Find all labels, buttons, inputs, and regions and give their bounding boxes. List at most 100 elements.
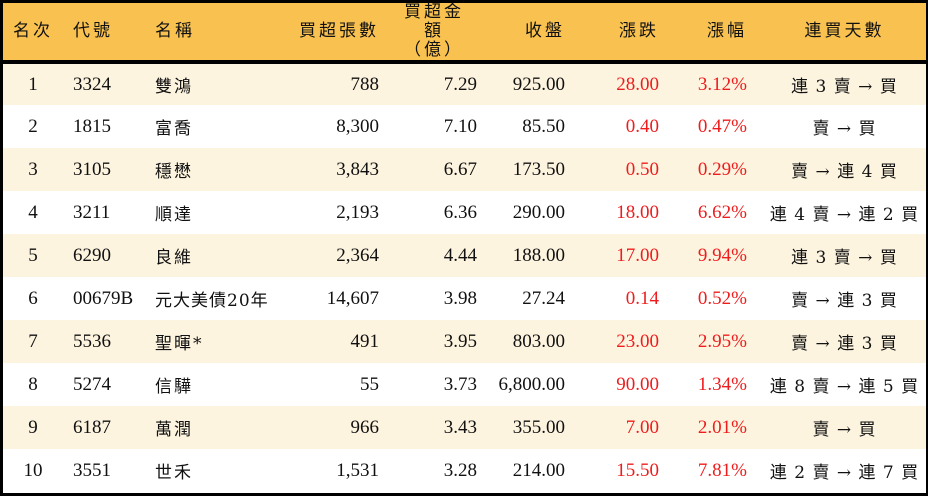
consecutive-days-cell: 賣 → 買 bbox=[812, 119, 877, 139]
code-cell: 6290 bbox=[73, 244, 111, 266]
change-cell: 18.00 bbox=[616, 201, 659, 223]
name-cell: 元大美債20年 bbox=[155, 291, 269, 311]
change-pct-cell: 0.29% bbox=[697, 158, 747, 180]
code-cell: 3105 bbox=[73, 158, 111, 180]
net-buy-amount-cell: 3.98 bbox=[443, 287, 477, 309]
code-cell: 1815 bbox=[73, 115, 111, 137]
change-cell: 7.00 bbox=[625, 416, 659, 438]
net-buy-lots-cell: 3,843 bbox=[336, 158, 379, 180]
net-buy-lots-cell: 55 bbox=[360, 373, 379, 395]
net-buy-lots-cell: 2,193 bbox=[336, 201, 379, 223]
change-pct-cell: 2.95% bbox=[697, 330, 747, 352]
rank-cell: 7 bbox=[28, 330, 38, 352]
rank-cell: 10 bbox=[23, 459, 43, 481]
close-cell: 214.00 bbox=[512, 459, 565, 481]
table-row: 9 6187 萬潤 966 3.43 355.00 7.00 2.01% 賣 →… bbox=[3, 406, 926, 449]
change-cell: 0.40 bbox=[625, 115, 659, 137]
code-cell: 00679B bbox=[73, 287, 134, 309]
name-cell: 雙鴻 bbox=[155, 77, 193, 97]
header-rank: 名次 bbox=[3, 3, 63, 64]
net-buy-lots-cell: 788 bbox=[350, 73, 380, 95]
table-row: 6 00679B 元大美債20年 14,607 3.98 27.24 0.14 … bbox=[3, 277, 926, 320]
change-pct-cell: 7.81% bbox=[697, 459, 747, 481]
change-cell: 90.00 bbox=[616, 373, 659, 395]
rank-cell: 9 bbox=[28, 416, 38, 438]
close-cell: 355.00 bbox=[512, 416, 565, 438]
consecutive-days-cell: 連 4 賣 → 連 2 買 bbox=[769, 205, 920, 225]
change-pct-cell: 1.34% bbox=[697, 373, 747, 395]
consecutive-days-cell: 賣 → 連 4 買 bbox=[791, 162, 898, 182]
header-close: 收盤 bbox=[481, 3, 569, 64]
change-pct-cell: 2.01% bbox=[697, 416, 747, 438]
code-cell: 3211 bbox=[73, 201, 111, 223]
net-buy-amount-cell: 3.43 bbox=[443, 416, 477, 438]
consecutive-days-cell: 賣 → 連 3 買 bbox=[791, 291, 898, 311]
change-cell: 23.00 bbox=[616, 330, 659, 352]
net-buy-amount-cell: 6.67 bbox=[443, 158, 477, 180]
close-cell: 6,800.00 bbox=[498, 373, 566, 395]
code-cell: 5274 bbox=[73, 373, 111, 395]
close-cell: 803.00 bbox=[512, 330, 565, 352]
consecutive-days-cell: 賣 → 連 3 買 bbox=[791, 334, 898, 354]
header-change: 漲跌 bbox=[569, 3, 663, 64]
change-cell: 15.50 bbox=[616, 459, 659, 481]
name-cell: 世禾 bbox=[155, 463, 193, 483]
header-code: 代號 bbox=[63, 3, 147, 64]
name-cell: 順達 bbox=[155, 205, 193, 225]
consecutive-days-cell: 連 8 賣 → 連 5 買 bbox=[769, 377, 920, 397]
change-pct-cell: 9.94% bbox=[697, 244, 747, 266]
change-pct-cell: 6.62% bbox=[697, 201, 747, 223]
name-cell: 聖暉* bbox=[155, 334, 204, 354]
code-cell: 3324 bbox=[73, 73, 111, 95]
rank-cell: 8 bbox=[28, 373, 38, 395]
rank-cell: 3 bbox=[28, 158, 38, 180]
name-cell: 穩懋 bbox=[155, 162, 193, 182]
name-cell: 富喬 bbox=[155, 119, 193, 139]
name-cell: 良維 bbox=[155, 248, 193, 268]
consecutive-days-cell: 連 3 賣 → 買 bbox=[791, 248, 898, 268]
code-cell: 5536 bbox=[73, 330, 111, 352]
consecutive-days-cell: 連 3 賣 → 買 bbox=[791, 77, 898, 97]
header-row: 名次 代號 名稱 買超張數 買超金額 （億） 收盤 漲跌 漲幅 連買天數 bbox=[3, 2, 926, 64]
rank-cell: 4 bbox=[28, 201, 38, 223]
net-buy-ranking-table: 名次 代號 名稱 買超張數 買超金額 （億） 收盤 漲跌 漲幅 連買天數 1 3… bbox=[3, 3, 926, 492]
table-row: 5 6290 良維 2,364 4.44 188.00 17.00 9.94% … bbox=[3, 234, 926, 277]
table-row: 1 3324 雙鴻 788 7.29 925.00 28.00 3.12% 連 … bbox=[3, 62, 926, 105]
close-cell: 925.00 bbox=[512, 73, 565, 95]
header-net-buy-amount: 買超金額 （億） bbox=[379, 2, 481, 64]
net-buy-amount-cell: 7.29 bbox=[443, 73, 477, 95]
rank-cell: 5 bbox=[28, 244, 38, 266]
net-buy-amount-cell: 7.10 bbox=[443, 115, 477, 137]
table-row: 3 3105 穩懋 3,843 6.67 173.50 0.50 0.29% 賣… bbox=[3, 148, 926, 191]
header-consecutive-days: 連買天數 bbox=[751, 3, 926, 64]
header-net-buy-amount-line1: 買超金額 bbox=[404, 2, 464, 41]
net-buy-lots-cell: 14,607 bbox=[326, 287, 379, 309]
close-cell: 290.00 bbox=[512, 201, 565, 223]
rank-cell: 2 bbox=[28, 115, 38, 137]
header-net-buy-lots: 買超張數 bbox=[291, 3, 379, 64]
close-cell: 85.50 bbox=[522, 115, 565, 137]
close-cell: 173.50 bbox=[512, 158, 565, 180]
net-buy-lots-cell: 1,531 bbox=[336, 459, 379, 481]
change-pct-cell: 3.12% bbox=[697, 73, 747, 95]
net-buy-amount-cell: 3.73 bbox=[443, 373, 477, 395]
table-row: 2 1815 富喬 8,300 7.10 85.50 0.40 0.47% 賣 … bbox=[3, 105, 926, 148]
change-cell: 28.00 bbox=[616, 73, 659, 95]
rank-cell: 1 bbox=[28, 73, 38, 95]
net-buy-lots-cell: 491 bbox=[350, 330, 380, 352]
net-buy-lots-cell: 966 bbox=[350, 416, 380, 438]
code-cell: 3551 bbox=[73, 459, 111, 481]
net-buy-lots-cell: 8,300 bbox=[336, 115, 379, 137]
net-buy-amount-cell: 4.44 bbox=[443, 244, 477, 266]
header-net-buy-amount-line2: （億） bbox=[404, 40, 464, 60]
table-row: 7 5536 聖暉* 491 3.95 803.00 23.00 2.95% 賣… bbox=[3, 320, 926, 363]
net-buy-amount-cell: 6.36 bbox=[443, 201, 477, 223]
change-pct-cell: 0.47% bbox=[697, 115, 747, 137]
table-row: 10 3551 世禾 1,531 3.28 214.00 15.50 7.81%… bbox=[3, 449, 926, 492]
close-cell: 27.24 bbox=[522, 287, 565, 309]
header-change-pct: 漲幅 bbox=[663, 3, 751, 64]
table-row: 4 3211 順達 2,193 6.36 290.00 18.00 6.62% … bbox=[3, 191, 926, 234]
table-row: 8 5274 信驊 55 3.73 6,800.00 90.00 1.34% 連… bbox=[3, 363, 926, 406]
consecutive-days-cell: 連 2 賣 → 連 7 買 bbox=[769, 463, 920, 483]
